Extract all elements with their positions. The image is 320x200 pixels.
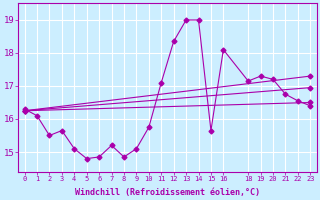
- X-axis label: Windchill (Refroidissement éolien,°C): Windchill (Refroidissement éolien,°C): [75, 188, 260, 197]
